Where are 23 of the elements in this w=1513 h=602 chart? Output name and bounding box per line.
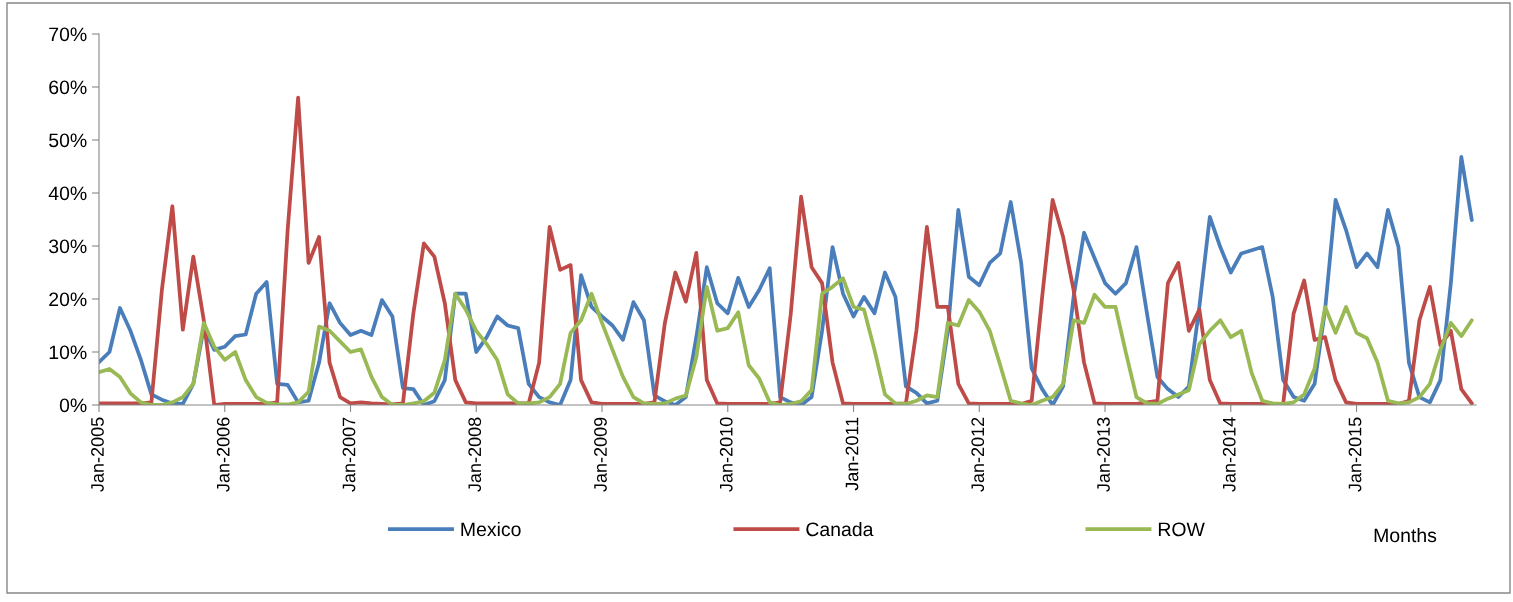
legend-label: Mexico — [461, 521, 521, 537]
x-tick-label: Jan-2015 — [1348, 417, 1362, 492]
x-tick-label: Jan-2010 — [719, 417, 733, 492]
x-tick-label: Jan-2009 — [594, 417, 607, 492]
x-tick-label: Jan-2014 — [1222, 417, 1236, 492]
x-tick-label: Jan-2005 — [91, 417, 104, 492]
y-tick-label: 70% — [49, 27, 87, 42]
y-tick-label: 20% — [49, 292, 87, 307]
x-tick-label: Jan-2006 — [216, 417, 230, 492]
y-tick-label: 60% — [49, 80, 87, 95]
legend-label: ROW — [1158, 522, 1205, 537]
x-tick-label: Jan-2012 — [971, 417, 985, 492]
y-tick-label: 40% — [48, 186, 87, 201]
x-tick-label: Jan-2007 — [342, 417, 356, 492]
y-tick-label: 10% — [49, 345, 87, 360]
legend-label: Canada — [806, 521, 874, 537]
y-tick-label: 50% — [49, 133, 87, 148]
y-tick-label: 30% — [49, 239, 87, 254]
x-tick-label: Jan-2008 — [468, 417, 482, 492]
y-tick-label: 0% — [59, 398, 87, 413]
x-tick-label: Jan-2011 — [845, 417, 859, 491]
x-axis-title: Months — [1374, 527, 1437, 543]
x-tick-label: Jan-2013 — [1097, 417, 1110, 492]
